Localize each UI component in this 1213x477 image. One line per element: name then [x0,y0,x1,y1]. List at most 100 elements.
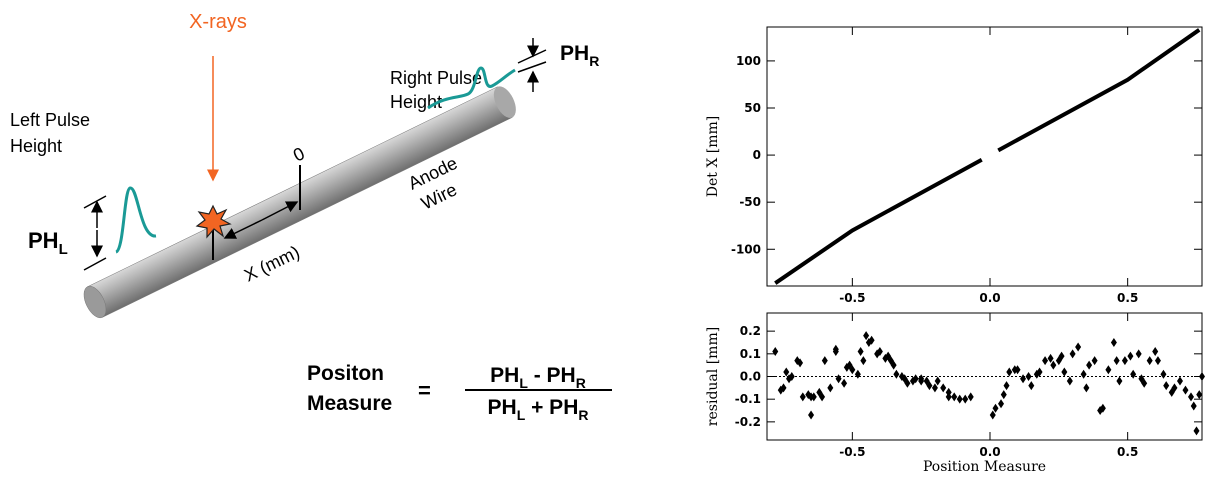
data-point [772,347,779,357]
data-point [808,410,815,420]
formula-numerator: PHL - PHR [490,364,586,391]
data-point [918,376,925,386]
xray-hit [195,204,232,239]
data-point [893,369,900,379]
data-point [788,372,795,381]
data-point [1199,372,1205,381]
left-pulse-label: Height [10,136,62,156]
data-point [876,347,883,357]
data-point [1066,376,1073,386]
data-point [1020,374,1027,384]
data-point [998,399,1005,409]
data-point [1141,378,1148,388]
data-point [797,358,804,368]
origin-label: 0 [290,143,308,165]
data-point [992,403,999,413]
data-point [1047,353,1054,363]
data-point [934,376,941,386]
data-point [1171,383,1178,393]
formula-denominator: PHL + PHR [488,396,589,423]
formula-equals: = [418,378,431,403]
data-point [931,383,938,393]
data-point [956,394,963,404]
data-point [841,378,848,388]
data-point [1105,365,1112,375]
data-point [783,367,790,377]
data-point [1130,369,1137,379]
y-tick-label: -100 [731,242,761,256]
data-point [945,387,952,397]
data-point [1014,365,1021,375]
data-point [1028,381,1035,391]
data-point [821,356,828,366]
right-pulse [427,66,516,110]
y-tick-label: 0.0 [740,370,761,384]
diagram: X-rays Right Pulse Height PHR Left Pulse… [10,11,612,423]
data-point [835,374,842,384]
data-point [989,410,996,420]
y-tick-label: 0 [753,148,761,162]
data-point [810,392,817,402]
data-point [1113,356,1120,366]
data-point [1075,342,1082,352]
data-point [890,360,897,370]
data-point [849,365,856,375]
data-point [1196,390,1203,400]
right-pulse-label: Height [390,92,442,112]
y-tick-label: 100 [736,54,761,68]
plot-frame [766,26,1203,287]
ph-right: PHR [560,42,599,69]
data-point [1058,351,1065,361]
data-point [904,378,911,388]
right-pulse-label: Right Pulse [390,68,482,88]
formula-label: Measure [307,392,392,415]
data-point [926,381,933,391]
y-tick-label: 50 [744,101,761,115]
data-point [1152,347,1159,357]
data-point [1003,381,1010,391]
data-point [1069,349,1076,359]
data-point [940,383,947,393]
y-tick-label: -0.2 [735,415,761,429]
data-point [1006,367,1013,377]
data-point [1187,392,1194,402]
data-point [1160,369,1167,379]
x-tick-label: 0.5 [1117,445,1138,459]
data-point [1182,385,1189,395]
left-pulse [114,186,157,254]
data-point [1042,356,1049,366]
data-point [1036,367,1043,377]
data-point [1163,381,1170,391]
data-point [1086,360,1093,370]
distance-label: X (mm) [241,242,303,286]
y-tick-label: 0.1 [740,347,761,361]
y-tick-label: -50 [739,195,761,209]
data-point [1116,376,1123,386]
data-point [1061,367,1068,377]
x-tick-label: 0.0 [979,291,1000,305]
data-point [1121,356,1128,366]
data-point [863,331,870,341]
data-point [1025,372,1032,381]
data-point [832,344,839,354]
x-tick-label: 0.5 [1117,291,1138,305]
formula-label: Positon [307,362,384,385]
data-point [1000,390,1007,400]
data-point [1050,360,1057,370]
ph-left: PHL [28,228,68,258]
data-point [1154,356,1161,366]
data-point [1193,426,1200,436]
data-point [967,392,974,402]
data-point [827,383,834,393]
data-point [1146,356,1153,366]
data-point [1127,351,1134,361]
data-point [1110,337,1117,347]
y-tick-label: -0.1 [735,392,761,406]
data-point [780,383,787,393]
data-point [857,347,864,357]
data-point [1099,403,1106,413]
x-tick-label: -0.5 [839,445,865,459]
xrays-label: X-rays [189,11,247,33]
x-tick-label: 0.0 [979,445,1000,459]
